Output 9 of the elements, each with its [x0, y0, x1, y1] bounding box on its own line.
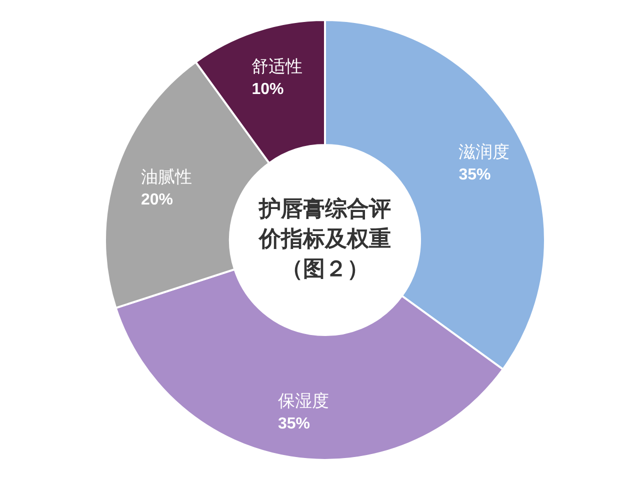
- data-label: 35%: [278, 415, 310, 432]
- text: 护唇膏综合评价指标及权重（图２）: [257, 196, 392, 284]
- slice-label: 油腻性: [140, 168, 192, 188]
- data-label: 20%: [140, 192, 173, 209]
- data-label: 10%: [252, 80, 284, 98]
- slice-label: 滋润度: [458, 142, 510, 163]
- slice-label: 保湿度: [278, 391, 330, 412]
- slice-label: 舒适性: [252, 56, 303, 77]
- data-label: 35%: [458, 166, 491, 184]
